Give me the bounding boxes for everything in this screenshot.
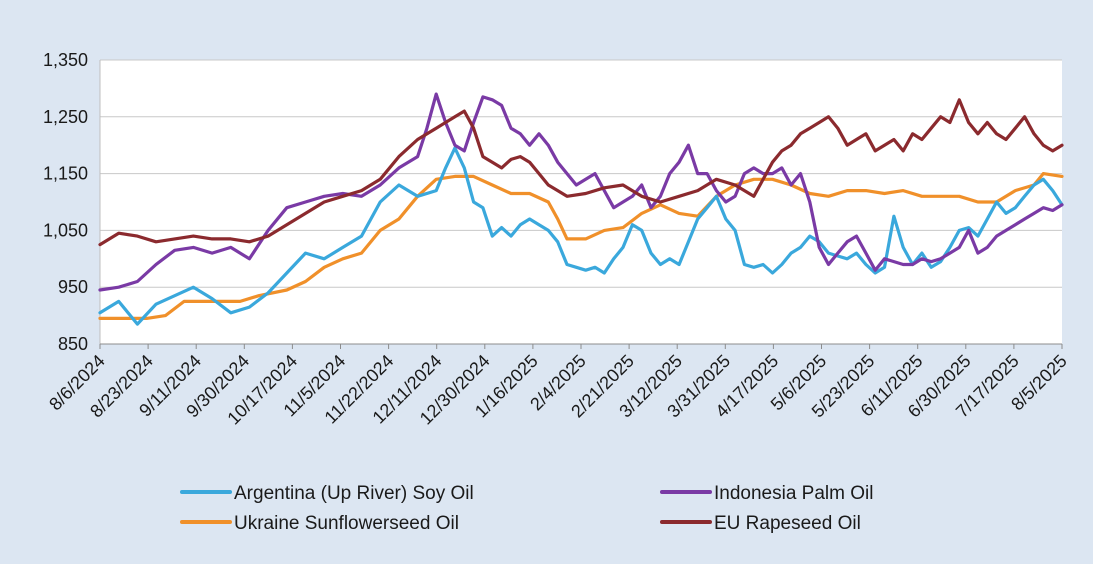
- series-line-argentina-up-river-soy-oil: [98, 146, 1064, 326]
- legend-label-eu-rapeseed-oil: EU Rapeseed Oil: [714, 513, 861, 534]
- y-tick-label: 850: [58, 334, 88, 354]
- legend-label-ukraine-sunflowerseed-oil: Ukraine Sunflowerseed Oil: [234, 513, 459, 534]
- series-line-eu-rapeseed-oil: [98, 98, 1064, 247]
- legend: Argentina (Up River) Soy Oil Indonesia Pa…: [180, 483, 873, 534]
- y-tick-label: 1,150: [43, 164, 88, 184]
- y-tick-label: 1,350: [43, 50, 88, 70]
- y-tick-label: 1,250: [43, 107, 88, 127]
- y-axis: 850 950 1,050 1,150 1,250 1,350: [43, 50, 101, 354]
- series-layer: [98, 92, 1064, 326]
- series-line-ukraine-sunflowerseed-oil: [98, 172, 1064, 320]
- y-tick-label: 1,050: [43, 220, 88, 240]
- legend-label-indonesia-palm-oil: Indonesia Palm Oil: [714, 483, 873, 504]
- legend-label-argentina-up-river-soy-oil: Argentina (Up River) Soy Oil: [234, 483, 474, 504]
- y-tick-label: 950: [58, 277, 88, 297]
- series-line-indonesia-palm-oil: [98, 92, 1064, 292]
